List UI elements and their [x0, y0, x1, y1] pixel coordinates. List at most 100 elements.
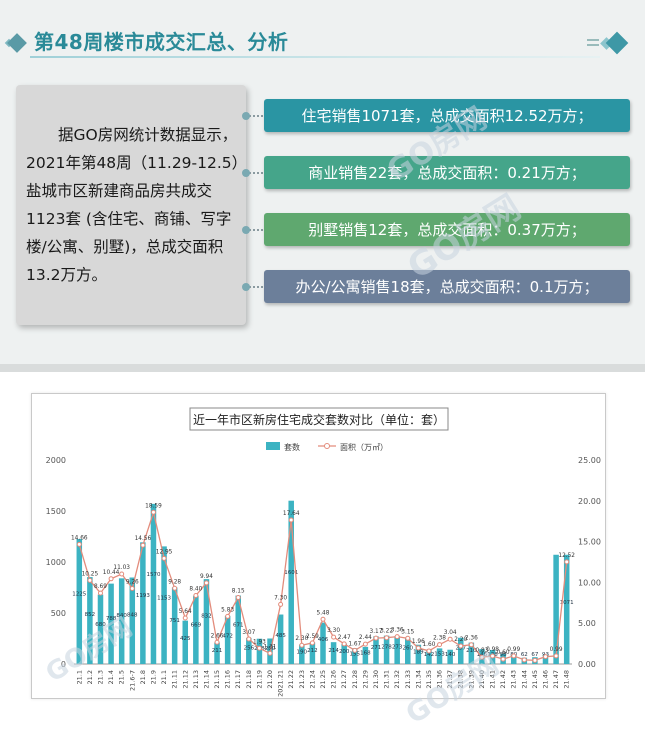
x-tick-label: 21.29	[361, 670, 369, 689]
bar-value-label: 1193	[136, 593, 150, 599]
area-value-label: 1.67	[348, 641, 361, 647]
bar-value-label: 680	[95, 622, 106, 628]
bar	[224, 615, 231, 664]
chart: 近一年市区新房住宅成交套数对比（单位：套） 套数 面积（万㎡） 0 500 1000 150…	[46, 407, 601, 697]
y-right-tick-label: 0.00	[578, 660, 596, 669]
area-value-label: 12.95	[156, 549, 173, 555]
area-point	[214, 639, 220, 645]
x-tick-label: 21.27	[340, 670, 348, 689]
bar-value-label: 406	[318, 637, 329, 643]
bar-value-label: 1071	[560, 600, 574, 606]
area-value-label: 3.22	[380, 629, 393, 635]
bar-value-label: 1225	[72, 591, 86, 597]
y-right-tick-label: 5.00	[578, 619, 596, 628]
area-point	[203, 580, 209, 586]
area-value-label: 3.04	[444, 630, 457, 636]
x-tick-label: 21.36	[436, 670, 444, 689]
area-point	[543, 654, 549, 660]
x-tick-label: 21.41	[489, 670, 497, 689]
bar	[320, 622, 326, 664]
area-value-label: 1.96	[412, 639, 425, 645]
area-point	[97, 590, 103, 596]
bar	[362, 646, 369, 664]
bar-value-label: 190	[297, 649, 308, 655]
area-point	[256, 645, 262, 651]
x-tick-label: 21.1	[75, 670, 83, 684]
area-value-label: 0.60	[497, 650, 510, 656]
x-tick-label: 21.46	[542, 670, 550, 689]
area-point	[108, 576, 114, 582]
x-tick-label: 21.42	[499, 670, 507, 689]
area-value-label: 2.30	[295, 636, 308, 642]
bar	[182, 620, 189, 664]
bar	[277, 614, 284, 664]
area-point	[511, 653, 517, 659]
area-point	[193, 592, 199, 598]
bar-value-label: 1570	[146, 572, 160, 578]
bar-value-label: 1153	[157, 595, 171, 601]
area-value-label: 10.25	[82, 571, 99, 577]
x-tick-label: 21.39	[467, 670, 475, 689]
bar-value-label: 155	[350, 651, 361, 657]
y-right-tick-label: 25.00	[578, 456, 601, 465]
bar-value-label: 751	[169, 618, 180, 624]
bar-value-label: 669	[191, 622, 202, 628]
bar	[214, 642, 220, 664]
bar	[309, 642, 316, 664]
y-left-tick-label: 0	[61, 660, 66, 669]
area-point	[87, 577, 93, 583]
bar	[171, 587, 178, 664]
area-value-label: 3.17	[370, 629, 383, 635]
x-tick-label: 21.24	[308, 670, 316, 689]
bar-value-label: 425	[180, 636, 191, 642]
chart-container: 近一年市区新房住宅成交套数对比（单位：套） 套数 面积（万㎡） 0 500 1000 150…	[31, 393, 606, 699]
area-point	[288, 517, 294, 523]
chart-title: 近一年市区新房住宅成交套数对比（单位：套）	[193, 412, 445, 427]
area-value-label: 9.94	[200, 574, 213, 580]
area-value-label: 8.15	[232, 588, 245, 594]
area-value-label: 5.48	[317, 610, 330, 616]
x-tick-label: 21.17	[234, 670, 242, 689]
bar-value-label: 271	[371, 645, 382, 651]
stat-residential: 住宅销售1071套，总成交面积12.52万方；	[264, 99, 630, 132]
area-value-label: 8.69	[94, 584, 107, 590]
area-value-label: 2.44	[359, 635, 372, 641]
bar	[436, 648, 443, 664]
x-tick-label: 21.28	[351, 670, 359, 689]
area-point	[161, 555, 167, 561]
x-tick-label: 21.9	[149, 670, 157, 684]
area-point	[246, 636, 252, 642]
area-value-label: 2.47	[338, 635, 351, 641]
area-value-label: 9.26	[126, 579, 139, 585]
summary-box: 据GO房网统计数据显示，2021年第48周（11.29-12.5）盐城市区新建商…	[16, 85, 246, 325]
bar-value-label: 273	[392, 645, 403, 651]
area-point	[362, 641, 368, 647]
bar-value-label: 214	[328, 648, 339, 654]
bar	[203, 579, 210, 664]
bar-value-label: 210	[466, 648, 477, 654]
area-point	[119, 571, 125, 577]
area-point	[172, 585, 178, 591]
area-point	[76, 541, 82, 547]
area-point	[405, 635, 411, 641]
x-tick-label: 21.45	[531, 670, 539, 689]
area-point	[394, 634, 400, 640]
x-tick-label: 21.26	[330, 670, 338, 689]
x-tick-label: 21.25	[319, 670, 327, 689]
bar	[161, 546, 167, 664]
connector-line	[242, 226, 266, 234]
stat-office: 办公/公寓销售18套，总成交面积：0.1万方；	[264, 270, 630, 303]
y-left-tick-label: 2000	[46, 456, 66, 465]
area-value-label: 2.38	[433, 636, 446, 642]
bar-value-label: 278	[381, 644, 392, 650]
area-value-label: 8.40	[189, 586, 202, 592]
area-value-label: 18.59	[145, 503, 162, 509]
bar-value-label: 200	[339, 649, 350, 655]
bar-value-label: 250	[265, 646, 276, 652]
x-tick-label: 21.12	[181, 670, 189, 689]
area-point	[500, 656, 506, 662]
bar	[457, 637, 464, 664]
area-value-label: 10.44	[103, 570, 120, 576]
bar	[510, 655, 517, 664]
bar	[235, 595, 241, 664]
